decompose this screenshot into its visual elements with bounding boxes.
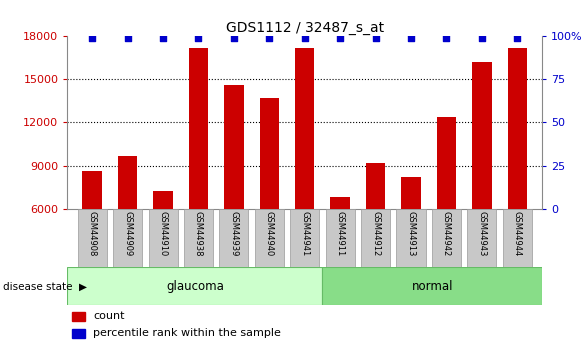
Bar xyxy=(189,48,208,209)
Point xyxy=(265,35,274,41)
Point xyxy=(229,35,239,41)
Point xyxy=(300,35,309,41)
Point xyxy=(158,35,168,41)
FancyBboxPatch shape xyxy=(432,209,461,267)
FancyBboxPatch shape xyxy=(326,209,355,267)
Bar xyxy=(366,163,386,209)
Bar xyxy=(72,312,86,321)
Bar xyxy=(507,48,527,209)
Text: normal: normal xyxy=(411,280,453,293)
Point xyxy=(87,35,97,41)
Text: percentile rank within the sample: percentile rank within the sample xyxy=(94,328,281,338)
Text: GSM44909: GSM44909 xyxy=(123,211,132,256)
Bar xyxy=(118,156,137,209)
Text: GSM44912: GSM44912 xyxy=(371,211,380,256)
Text: GSM44942: GSM44942 xyxy=(442,211,451,256)
FancyBboxPatch shape xyxy=(67,267,322,305)
Point xyxy=(513,35,522,41)
Bar xyxy=(437,117,456,209)
Point xyxy=(442,35,451,41)
Text: GSM44910: GSM44910 xyxy=(159,211,168,256)
FancyBboxPatch shape xyxy=(290,209,319,267)
FancyBboxPatch shape xyxy=(113,209,142,267)
Text: GSM44944: GSM44944 xyxy=(513,211,522,256)
Point xyxy=(477,35,486,41)
FancyBboxPatch shape xyxy=(322,267,542,305)
FancyBboxPatch shape xyxy=(184,209,213,267)
Text: GSM44940: GSM44940 xyxy=(265,211,274,256)
Text: GSM44939: GSM44939 xyxy=(229,211,239,256)
Point xyxy=(123,35,132,41)
Point xyxy=(406,35,415,41)
Bar xyxy=(472,62,492,209)
Bar xyxy=(331,197,350,209)
Bar xyxy=(401,177,421,209)
FancyBboxPatch shape xyxy=(503,209,532,267)
Point xyxy=(335,35,345,41)
Text: glaucoma: glaucoma xyxy=(166,280,224,293)
Point xyxy=(194,35,203,41)
Text: GSM44913: GSM44913 xyxy=(407,211,415,256)
Bar xyxy=(224,85,244,209)
Bar xyxy=(260,98,279,209)
Bar xyxy=(154,191,173,209)
FancyBboxPatch shape xyxy=(148,209,178,267)
FancyBboxPatch shape xyxy=(255,209,284,267)
FancyBboxPatch shape xyxy=(361,209,390,267)
Bar xyxy=(295,48,315,209)
FancyBboxPatch shape xyxy=(78,209,107,267)
Title: GDS1112 / 32487_s_at: GDS1112 / 32487_s_at xyxy=(226,21,384,35)
Text: GSM44938: GSM44938 xyxy=(194,211,203,257)
Bar xyxy=(83,171,102,209)
Bar xyxy=(72,329,86,338)
Text: GSM44911: GSM44911 xyxy=(336,211,345,256)
Text: count: count xyxy=(94,312,125,322)
FancyBboxPatch shape xyxy=(467,209,496,267)
Point xyxy=(371,35,380,41)
Text: GSM44941: GSM44941 xyxy=(300,211,309,256)
Text: GSM44908: GSM44908 xyxy=(88,211,97,256)
FancyBboxPatch shape xyxy=(397,209,425,267)
Text: GSM44943: GSM44943 xyxy=(478,211,486,256)
Text: disease state  ▶: disease state ▶ xyxy=(3,282,87,291)
FancyBboxPatch shape xyxy=(219,209,248,267)
